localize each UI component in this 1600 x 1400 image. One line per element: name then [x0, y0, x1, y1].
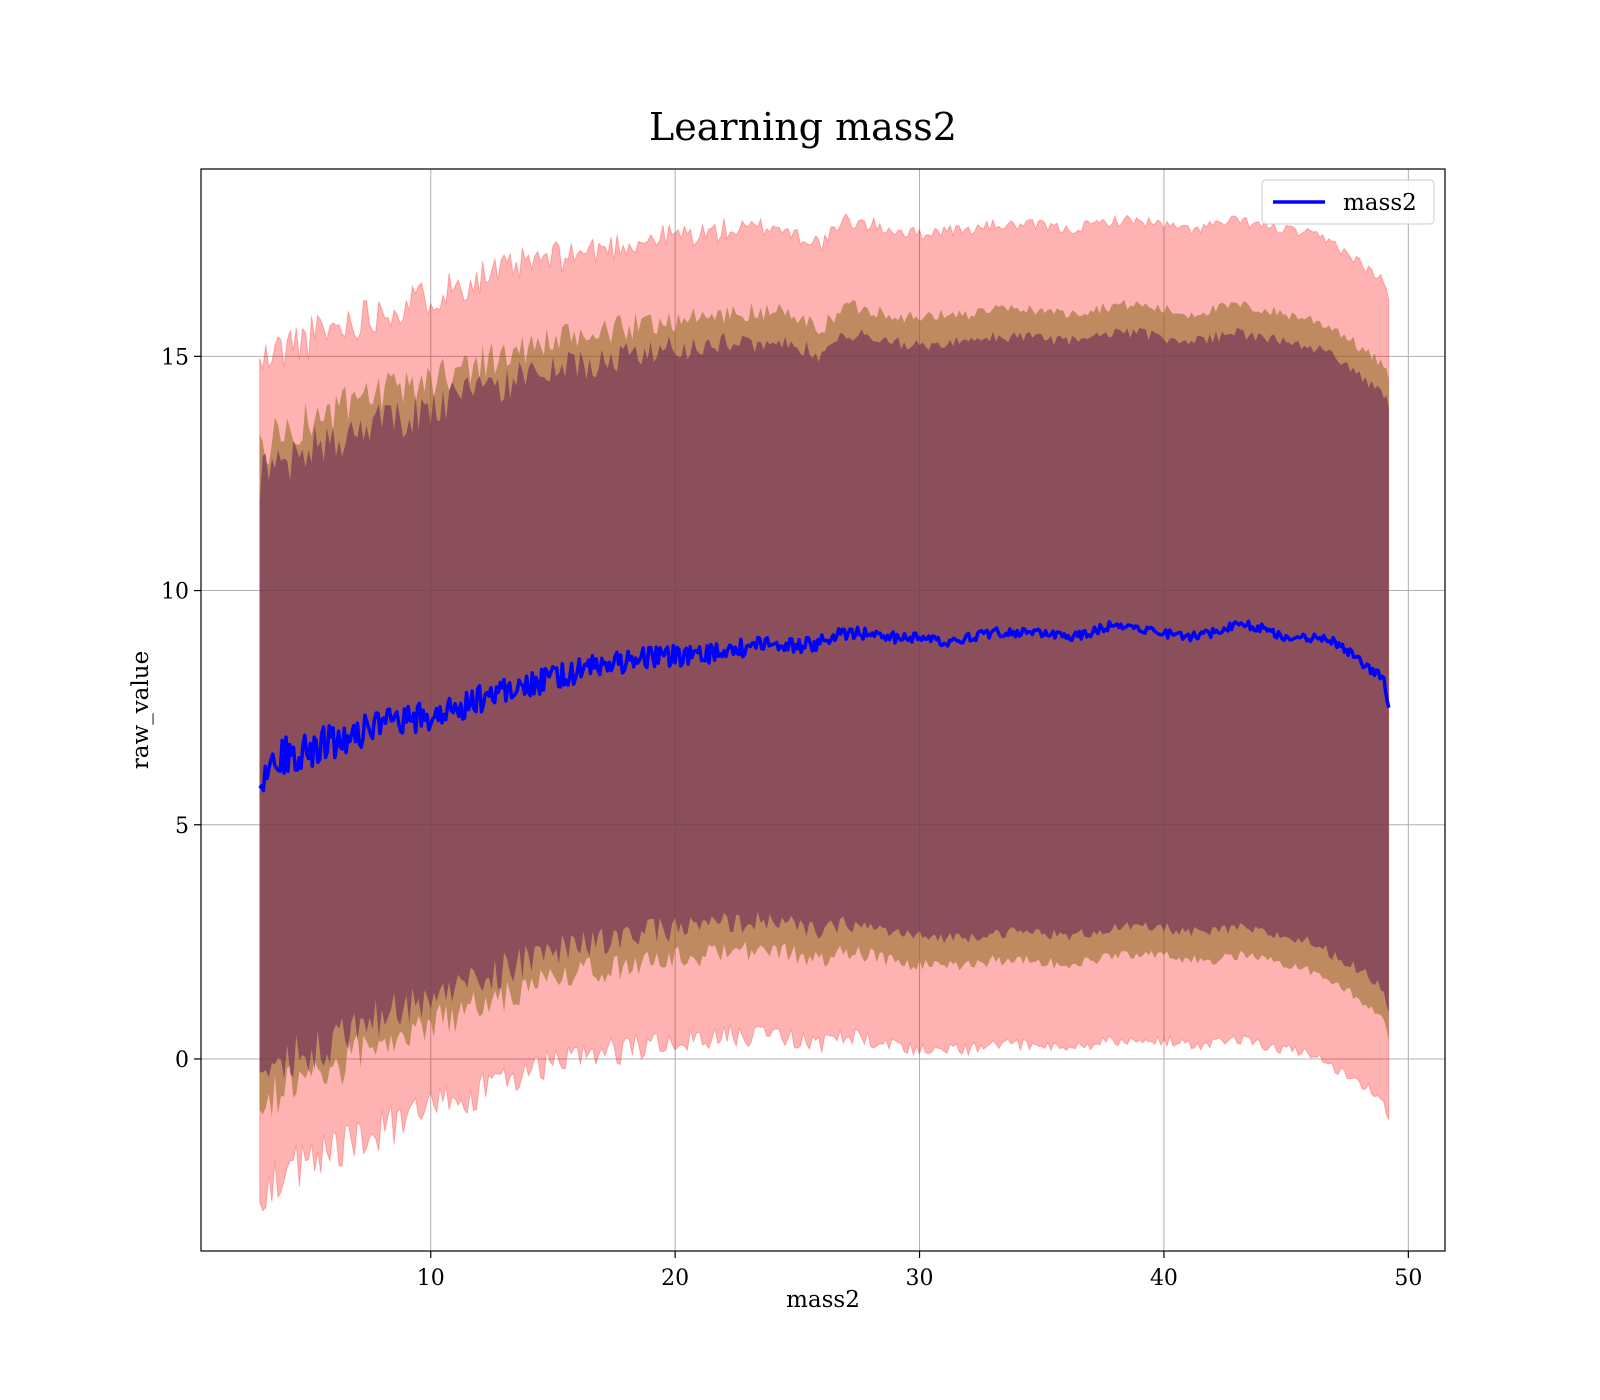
band-inner: [259, 327, 1389, 1079]
legend: mass2: [1261, 179, 1435, 225]
y-tick-label-0: 0: [175, 1048, 189, 1073]
legend-label-mass2: mass2: [1343, 190, 1417, 216]
y-axis-ticks: 0 5 10 15: [161, 345, 201, 1073]
legend-box: [1261, 179, 1435, 225]
y-tick-label-10: 10: [161, 580, 189, 605]
x-tick-label-30: 30: [906, 1266, 934, 1291]
chart-title: Learning mass2: [649, 105, 957, 149]
x-tick-label-50: 50: [1394, 1266, 1422, 1291]
series-line-mass2: [258, 619, 1391, 793]
y-tick-label-5: 5: [175, 814, 189, 839]
x-tick-label-20: 20: [661, 1266, 689, 1291]
x-tick-label-10: 10: [417, 1266, 445, 1291]
series-lines: [258, 619, 1391, 793]
x-axis-title: mass2: [786, 1287, 860, 1313]
x-tick-label-40: 40: [1150, 1266, 1178, 1291]
y-tick-label-15: 15: [161, 345, 189, 370]
x-axis-ticks: 10 20 30 40 50: [417, 1251, 1422, 1291]
y-axis-title: raw_value: [128, 651, 154, 769]
confidence-bands: [259, 213, 1390, 1212]
plot-frame: [200, 168, 1446, 1252]
